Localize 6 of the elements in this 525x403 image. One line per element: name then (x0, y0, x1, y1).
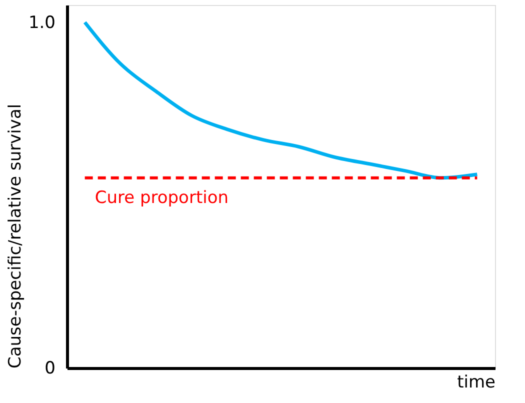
y-tick-label: 1.0 (28, 12, 56, 33)
ref-line-label: Cure proportion (94, 188, 229, 208)
y-axis-title: Cause-specific/relative survival (5, 104, 26, 368)
y-tick-label: 0 (44, 358, 56, 378)
line-series (83, 20, 479, 180)
x-axis-title: time (457, 372, 496, 392)
